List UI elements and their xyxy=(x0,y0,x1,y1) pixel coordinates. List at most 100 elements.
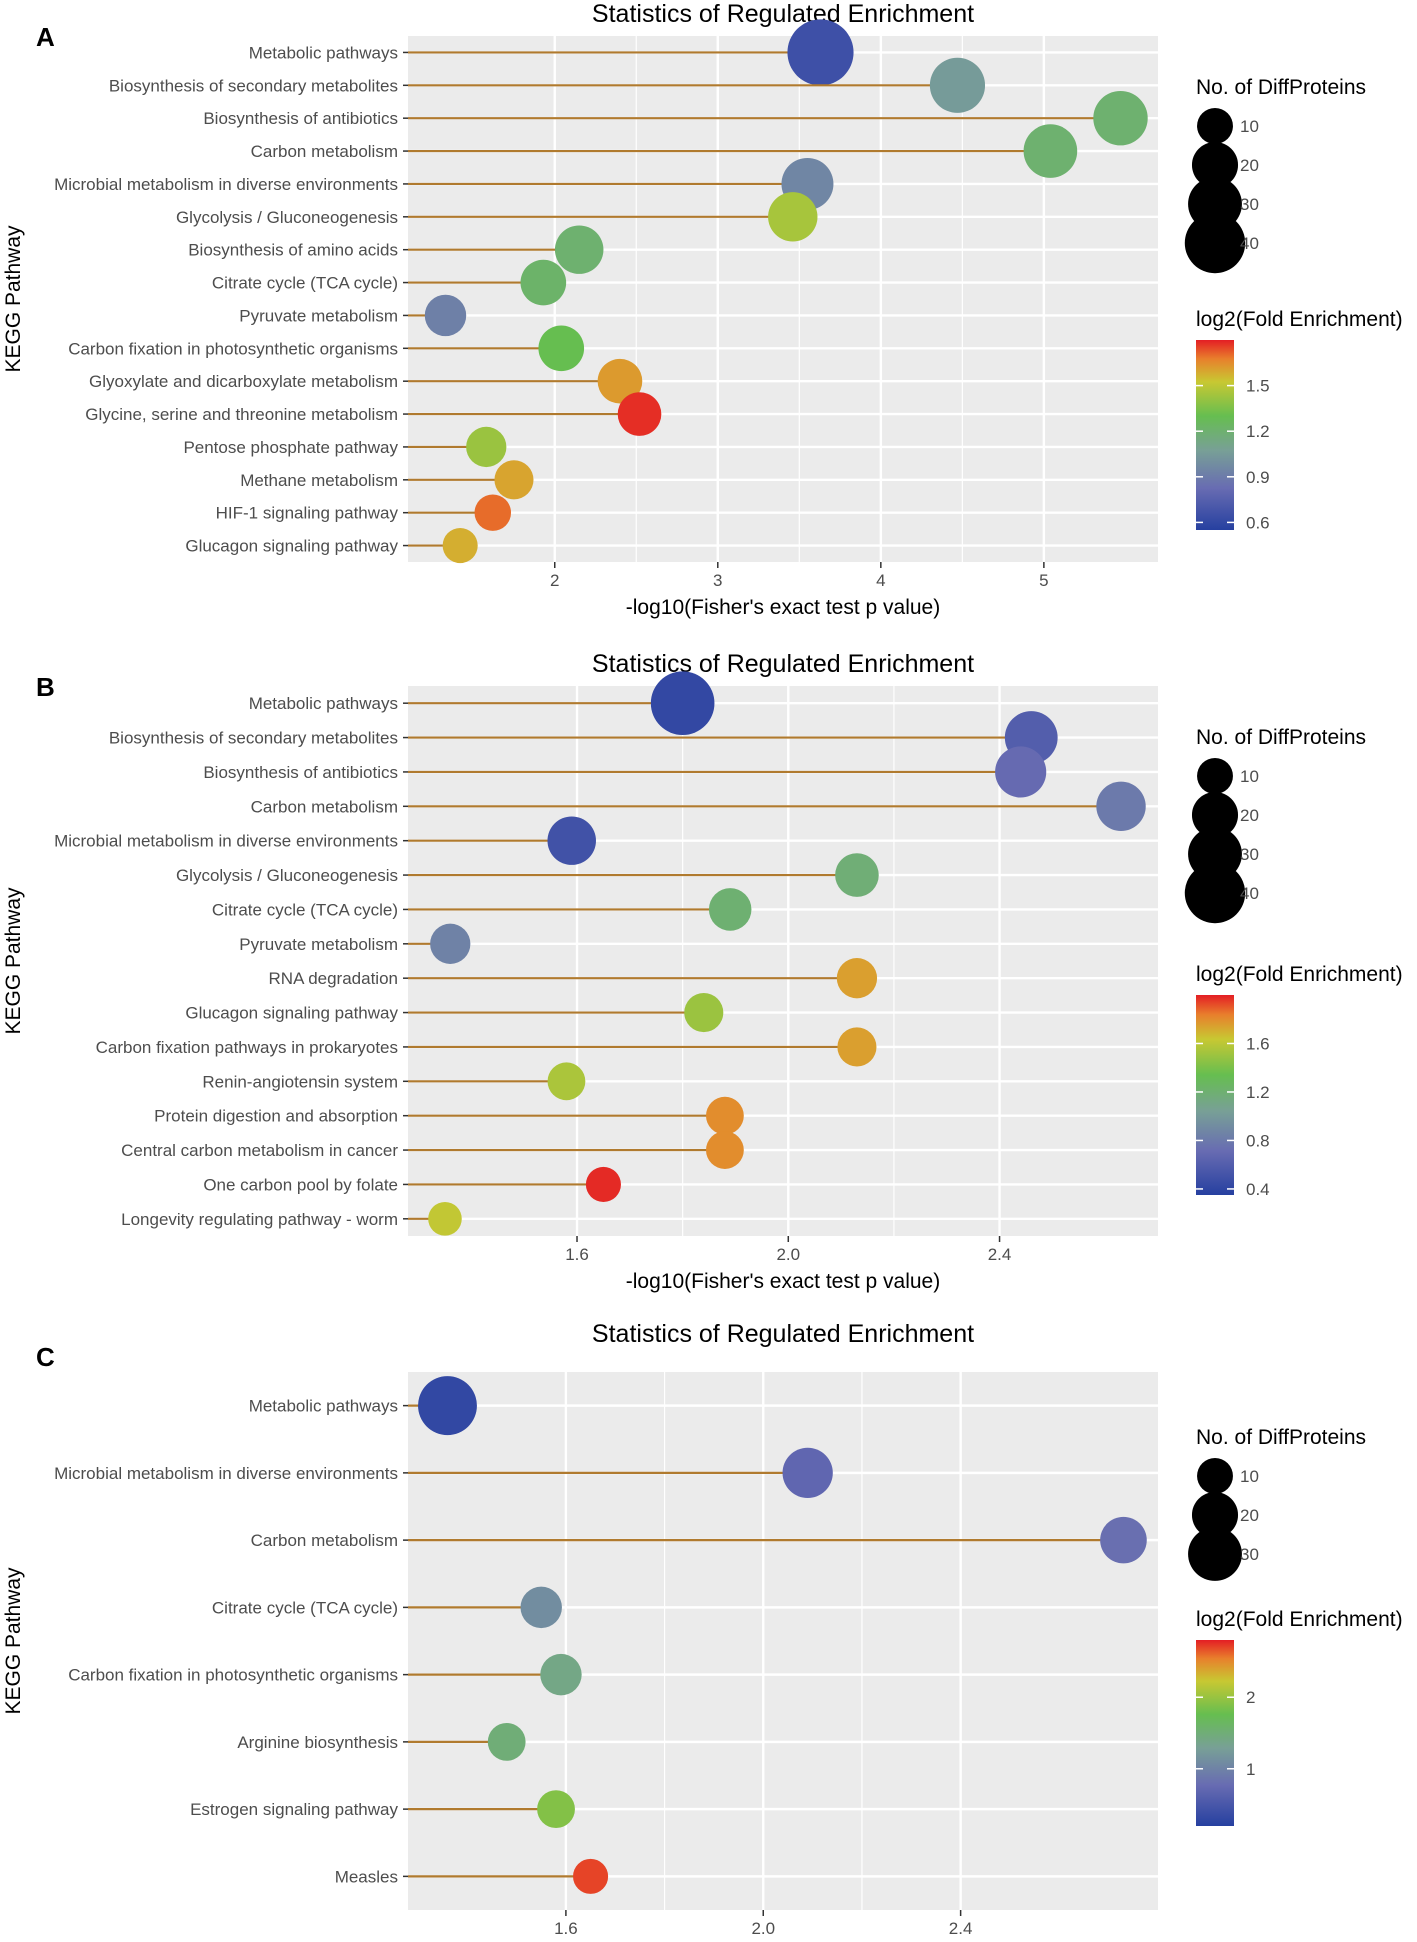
size-legend-label: 30 xyxy=(1240,195,1259,214)
y-tick-label: Biosynthesis of secondary metabolites xyxy=(109,76,398,95)
colorbar-tick-label: 0.9 xyxy=(1246,468,1270,487)
y-tick-label: Glyoxylate and dicarboxylate metabolism xyxy=(89,372,398,391)
y-tick-label: Glucagon signaling pathway xyxy=(185,537,398,556)
panel-label: C xyxy=(36,1342,55,1372)
y-tick-label: Glucagon signaling pathway xyxy=(185,1004,398,1023)
y-tick-label: Measles xyxy=(335,1867,398,1886)
y-axis-label: KEGG Pathway xyxy=(2,225,25,373)
y-tick-label: Microbial metabolism in diverse environm… xyxy=(54,1464,398,1483)
x-tick-label: 5 xyxy=(1039,571,1048,590)
y-tick-label: Estrogen signaling pathway xyxy=(190,1800,398,1819)
size-legend-title: No. of DiffProteins xyxy=(1196,1426,1366,1449)
lollipop-point xyxy=(836,958,878,999)
y-tick-label: Methane metabolism xyxy=(240,471,398,490)
chart-panel-a: A Statistics of Regulated Enrichment 2 3 4 5 -… xyxy=(2,0,1403,619)
panel-label: B xyxy=(36,672,55,702)
size-legend-dot xyxy=(1191,791,1239,839)
panel-label: A xyxy=(36,22,55,52)
y-tick-label: Carbon metabolism xyxy=(251,1531,398,1550)
lollipop-point xyxy=(418,1376,477,1436)
y-tick-label: Metabolic pathways xyxy=(249,43,398,62)
lollipop-point xyxy=(705,1096,744,1135)
y-tick-label: Pentose phosphate pathway xyxy=(183,438,398,457)
x-tick-label: 1.6 xyxy=(565,1245,589,1264)
size-legend-dot xyxy=(1197,1458,1233,1494)
y-tick-label: Pyruvate metabolism xyxy=(239,935,398,954)
lollipop-point xyxy=(466,426,507,468)
lollipop-point xyxy=(995,746,1047,798)
lollipop-point xyxy=(573,1858,609,1894)
size-legend-label: 10 xyxy=(1240,767,1259,786)
size-legend-label: 10 xyxy=(1240,117,1259,136)
lollipop-point xyxy=(684,993,724,1033)
y-tick-label: Arginine biosynthesis xyxy=(237,1733,398,1752)
lollipop-point xyxy=(540,1653,582,1696)
lollipop-point xyxy=(547,1062,586,1101)
chart-panel-b: B Statistics of Regulated Enrichment 1.6 2.… xyxy=(2,650,1403,1293)
size-legend-label: 40 xyxy=(1240,884,1259,903)
x-tick-label: 2.0 xyxy=(776,1245,800,1264)
lollipop-point xyxy=(787,19,854,86)
x-tick-label: 2 xyxy=(550,571,559,590)
y-tick-label: Carbon fixation in photosynthetic organi… xyxy=(68,339,398,358)
x-tick-label: 1.6 xyxy=(554,1919,578,1938)
y-tick-label: Carbon fixation in photosynthetic organi… xyxy=(68,1666,398,1685)
lollipop-point xyxy=(708,888,752,931)
y-tick-label: Citrate cycle (TCA cycle) xyxy=(212,1598,398,1617)
lollipop-point xyxy=(1023,124,1078,178)
lollipop-point xyxy=(430,923,471,964)
size-legend-label: 30 xyxy=(1240,845,1259,864)
lollipop-point xyxy=(538,325,585,372)
size-legend-label: 20 xyxy=(1240,1506,1259,1525)
y-tick-label: Citrate cycle (TCA cycle) xyxy=(212,900,398,919)
x-axis-label: -log10(Fisher's exact test p value) xyxy=(626,596,940,619)
colorbar-tick-label: 0.6 xyxy=(1246,513,1270,532)
y-tick-label: Glycolysis / Gluconeogenesis xyxy=(176,208,398,227)
size-legend-label: 30 xyxy=(1240,1545,1259,1564)
lollipop-point xyxy=(835,853,879,897)
y-tick-label: Biosynthesis of secondary metabolites xyxy=(109,729,398,748)
size-legend-dot xyxy=(1191,1491,1239,1539)
y-tick-label: Glycolysis / Gluconeogenesis xyxy=(176,866,398,885)
y-tick-label: HIF-1 signaling pathway xyxy=(216,504,399,523)
y-tick-label: Biosynthesis of amino acids xyxy=(188,241,398,260)
colorbar xyxy=(1196,1640,1234,1826)
y-tick-label: Glycine, serine and threonine metabolism xyxy=(85,405,398,424)
y-tick-label: Microbial metabolism in diverse environm… xyxy=(54,832,398,851)
size-legend-dot xyxy=(1184,212,1246,274)
lollipop-point xyxy=(929,57,986,113)
colorbar-tick-label: 1.6 xyxy=(1246,1034,1270,1053)
size-legend-label: 40 xyxy=(1240,234,1259,253)
lollipop-point xyxy=(520,1586,562,1629)
size-legend-dot xyxy=(1197,758,1233,794)
size-legend-label: 20 xyxy=(1240,156,1259,175)
y-tick-label: Renin-angiotensin system xyxy=(202,1072,398,1091)
colorbar-tick-label: 1 xyxy=(1246,1760,1255,1779)
colorbar-tick-label: 0.8 xyxy=(1246,1131,1270,1150)
chart-title: Statistics of Regulated Enrichment xyxy=(592,0,974,28)
colorbar-tick-label: 2 xyxy=(1246,1688,1255,1707)
y-tick-label: Protein digestion and absorption xyxy=(154,1107,398,1126)
y-tick-label: Biosynthesis of antibiotics xyxy=(203,763,398,782)
colorbar-tick-label: 0.4 xyxy=(1246,1180,1270,1199)
x-tick-label: 4 xyxy=(876,571,885,590)
y-tick-label: Longevity regulating pathway - worm xyxy=(121,1210,398,1229)
size-legend-dot xyxy=(1184,862,1246,924)
lollipop-point xyxy=(837,1027,877,1067)
lollipop-point xyxy=(424,294,467,337)
y-tick-label: Pyruvate metabolism xyxy=(239,306,398,325)
chart-title: Statistics of Regulated Enrichment xyxy=(592,1320,974,1348)
lollipop-point xyxy=(520,259,567,306)
lollipop-point xyxy=(494,460,534,500)
colorbar-tick-label: 1.5 xyxy=(1246,377,1270,396)
colorbar xyxy=(1196,995,1234,1195)
lollipop-point xyxy=(617,392,662,436)
size-legend-label: 10 xyxy=(1240,1467,1259,1486)
y-axis-label: KEGG Pathway xyxy=(2,1567,25,1715)
colorbar-tick-label: 1.2 xyxy=(1246,422,1270,441)
x-tick-label: 2.4 xyxy=(988,1245,1012,1264)
x-tick-label: 2.4 xyxy=(949,1919,973,1938)
lollipop-point xyxy=(768,192,818,242)
y-tick-label: Metabolic pathways xyxy=(249,1397,398,1416)
